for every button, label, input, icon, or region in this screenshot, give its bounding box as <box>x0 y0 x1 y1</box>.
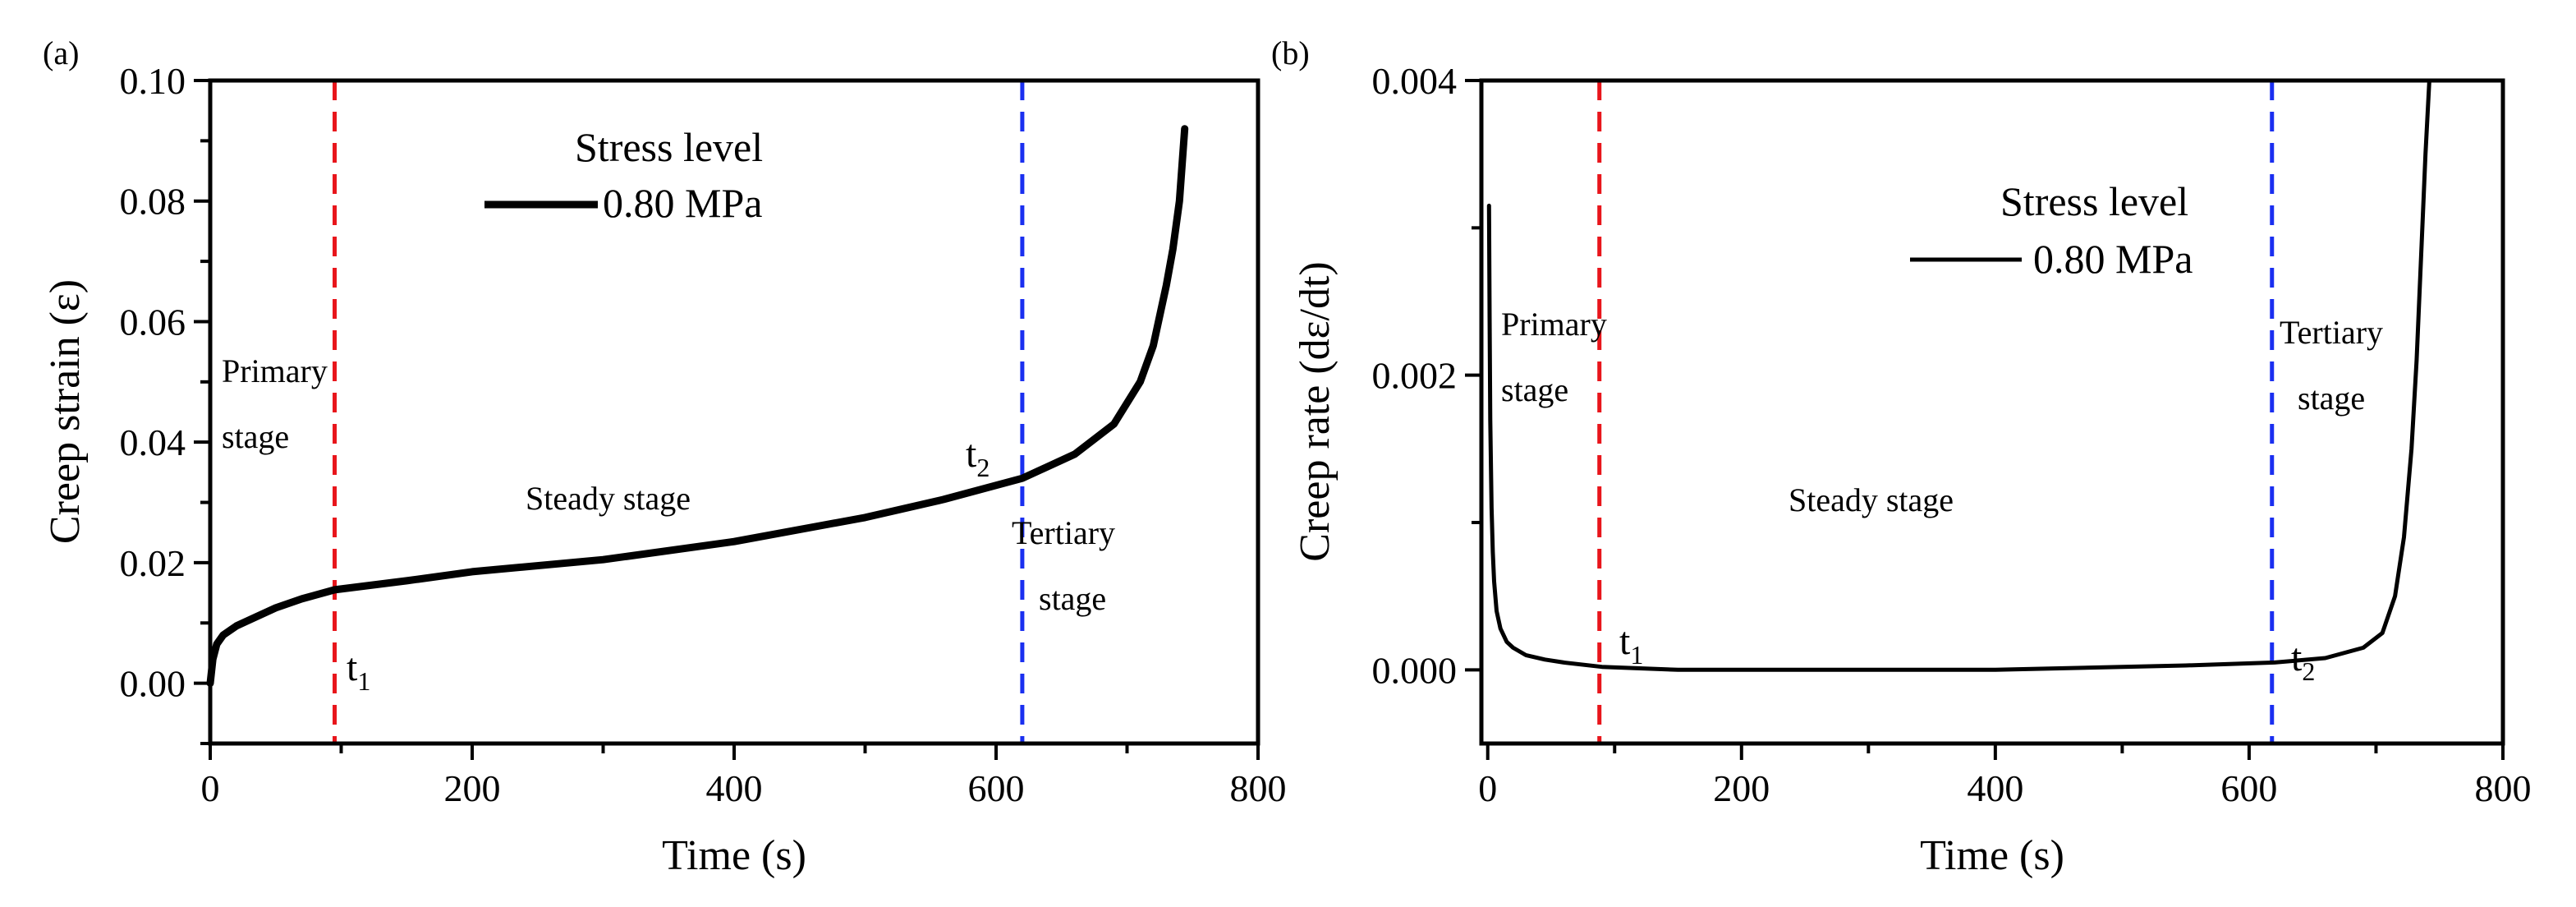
panel-a-primary-stage-label: Primary stage <box>222 352 336 455</box>
panel-a-y-tick-label: 0.08 <box>120 181 186 223</box>
panel-a-x-tick-label: 200 <box>444 767 501 809</box>
panel-a-t1-label: t1 <box>347 646 370 696</box>
panel-b-legend-title: Stress level <box>2000 178 2188 224</box>
panel-b-x-axis-title: Time (s) <box>1920 832 2064 879</box>
panel-a-y-tick-label: 0.10 <box>120 60 186 102</box>
panel-a-y-tick-label: 0.04 <box>120 421 186 463</box>
panel-b-x-tick-label: 800 <box>2475 767 2532 809</box>
panel-b-t1-label: t1 <box>1619 619 1643 670</box>
panel-a-x-tick-label: 600 <box>968 767 1025 809</box>
panel-a-x-tick-label: 800 <box>1230 767 1287 809</box>
panel-b-t2-label: t2 <box>2291 636 2315 686</box>
panel-a-creep-strain: (a) 0 200 400 600 800 0.00 0.02 0.04 0.06 0.08 0.… <box>42 35 1287 879</box>
panel-a-label: (a) <box>43 35 79 71</box>
panel-b-y-tick-label: 0.000 <box>1372 649 1458 691</box>
panel-a-series-line-0 <box>206 125 1189 688</box>
panel-a-t2-label: t2 <box>966 432 990 482</box>
panel-b-y-tick-label: 0.004 <box>1372 60 1458 102</box>
panel-a-steady-stage-label: Steady stage <box>526 480 691 517</box>
panel-b-primary-stage-label: Primary stage <box>1501 306 1615 408</box>
panel-a-x-tick-label: 400 <box>706 767 763 809</box>
panel-b-x-tick-label: 400 <box>1967 767 2023 809</box>
panel-b-x-tick-label: 0 <box>1478 767 1497 809</box>
panel-a-y-tick-label: 0.02 <box>120 542 186 584</box>
panel-a-x-tick-label: 0 <box>201 767 220 809</box>
panel-b-plot-frame <box>1479 78 2505 746</box>
panel-b-label: (b) <box>1271 35 1310 71</box>
panel-b-x-tick-label: 200 <box>1713 767 1770 809</box>
panel-b-y-tick-label: 0.002 <box>1372 355 1458 397</box>
panel-b-tertiary-stage-label: Tertiary stage <box>2280 314 2391 417</box>
panel-b-x-tick-label: 600 <box>2220 767 2277 809</box>
panel-a-tertiary-stage-label: Tertiary stage <box>1012 514 1123 617</box>
panel-b-steady-stage-label: Steady stage <box>1789 481 1954 518</box>
panel-b-legend-entry: 0.80 MPa <box>2033 236 2193 282</box>
panel-b-y-axis-title: Creep rate (dε/dt) <box>1292 261 1339 561</box>
panel-a-legend-title: Stress level <box>575 124 763 170</box>
panel-a-legend-entry: 0.80 MPa <box>603 180 762 226</box>
panel-a-y-tick-label: 0.00 <box>120 663 186 705</box>
panel-a-y-axis-title: Creep strain (ε) <box>42 279 89 544</box>
panel-b-creep-rate: (b) 0 200 400 600 800 0.000 0.002 0.004 Time (… <box>1271 35 2532 879</box>
panel-b-series-line-0 <box>1486 78 2431 672</box>
panel-a-y-tick-label: 0.06 <box>120 301 186 343</box>
panel-a-x-axis-title: Time (s) <box>662 832 806 879</box>
